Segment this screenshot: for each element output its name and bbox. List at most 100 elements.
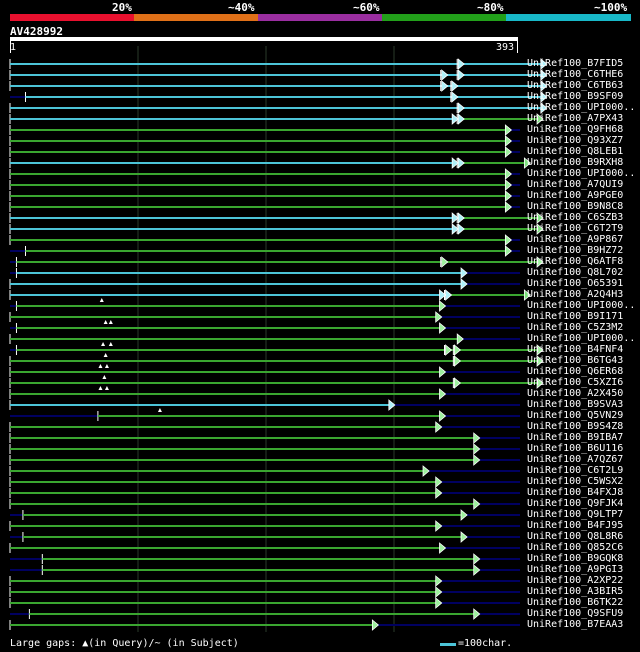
hit-label[interactable]: UniRef100_B9N8C8 [527,201,624,212]
hit-label[interactable]: UniRef100_Q8LEB1 [527,146,624,157]
hit-label[interactable]: UniRef100_A2XP22 [527,575,624,586]
hit-label[interactable]: UniRef100_Q6ATF8 [527,256,624,267]
query-gap-marker [98,364,103,368]
hit-arrowhead [451,113,459,125]
hit-label[interactable]: UniRef100_Q93XZ7 [527,135,624,146]
hit-label[interactable]: UniRef100_B4FXJ8 [527,487,624,498]
query-gap-marker [157,408,162,412]
hit-label[interactable]: UniRef100_Q9LTP7 [527,509,624,520]
band-80 [382,14,506,21]
hit-arrowhead [451,91,459,103]
hit-label[interactable]: UniRef100_B9RXH8 [527,157,624,168]
hit-label[interactable]: UniRef100_C5XZI6 [527,377,624,388]
hit-label[interactable]: UniRef100_UPI000.. [527,168,636,179]
hit-label[interactable]: UniRef100_C6T2T9 [527,223,624,234]
hit-label[interactable]: UniRef100_Q8L702 [527,267,624,278]
hit-label[interactable]: UniRef100_B9SF09 [527,91,624,102]
hit-arrowhead [523,289,531,301]
percent-labels: 20% ~40% ~60% ~80% ~100% [0,0,640,14]
hit-arrowhead [504,190,512,202]
query-end-tick [517,41,518,53]
hit-label[interactable]: UniRef100_B9GQK8 [527,553,624,564]
hit-label[interactable]: UniRef100_C5WSX2 [527,476,624,487]
hit-label[interactable]: UniRef100_Q8L8R6 [527,531,624,542]
hit-label[interactable]: UniRef100_B6TK22 [527,597,624,608]
hit-arrowhead [540,80,548,92]
hit-arrowhead [435,421,443,433]
pct-label-100: ~100% [594,1,628,14]
hit-arrowhead [439,322,447,334]
hit-label[interactable]: UniRef100_A9PGE0 [527,190,624,201]
pct-label-40: ~40% [228,1,255,14]
hit-arrowhead [457,69,465,81]
hit-label[interactable]: UniRef100_B9HZ72 [527,245,624,256]
hit-arrowhead [439,289,447,301]
hit-arrowhead [473,553,481,565]
hit-label[interactable]: UniRef100_B4FNF4 [527,344,624,355]
hit-label[interactable]: UniRef100_A3BIR5 [527,586,624,597]
hit-label[interactable]: UniRef100_C5Z3M2 [527,322,624,333]
hit-label[interactable]: UniRef100_B9I171 [527,311,624,322]
hit-label[interactable]: UniRef100_Q6ER68 [527,366,624,377]
hit-label[interactable]: UniRef100_Q9FJK4 [527,498,624,509]
hit-arrowhead [504,135,512,147]
query-gap-marker [98,386,103,390]
hit-arrowhead [457,157,465,169]
hit-label[interactable]: UniRef100_C6THE6 [527,69,624,80]
hit-label[interactable]: UniRef100_B9IBA7 [527,432,624,443]
query-gap-marker [103,353,108,357]
hit-label[interactable]: UniRef100_A7QZ67 [527,454,624,465]
hit-arrowhead [460,509,468,521]
hit-arrowhead [457,113,465,125]
hit-arrowhead [456,333,464,345]
hit-arrowhead [441,80,449,92]
hit-label[interactable]: UniRef100_B9S4Z8 [527,421,624,432]
hit-arrowhead [536,223,544,235]
hit-label[interactable]: UniRef100_A7PX43 [527,113,624,124]
hit-label[interactable]: UniRef100_UPI000.. [527,333,636,344]
hit-label[interactable]: UniRef100_Q852C6 [527,542,624,553]
hit-label[interactable]: UniRef100_A2Q4H3 [527,289,624,300]
legend-scale-line [440,643,456,646]
query-gap-marker [104,386,109,390]
hit-arrowhead [504,168,512,180]
hit-arrowhead [453,355,461,367]
hit-label[interactable]: UniRef100_A9PGI3 [527,564,624,575]
query-gap-marker [103,320,108,324]
hit-arrowhead [453,377,461,389]
hit-label[interactable]: UniRef100_B6U116 [527,443,624,454]
hit-label[interactable]: UniRef100_A7QUI9 [527,179,624,190]
pct-label-60: ~60% [353,1,380,14]
hit-label[interactable]: UniRef100_UPI000.. [527,102,636,113]
hit-arrowhead [435,586,443,598]
hit-arrowhead [439,542,447,554]
legend-scale: =100char. [458,638,513,649]
hit-label[interactable]: UniRef100_B6TG43 [527,355,624,366]
hit-label[interactable]: UniRef100_C6SZB3 [527,212,624,223]
hit-label[interactable]: UniRef100_B7FID5 [527,58,624,69]
hit-label[interactable]: UniRef100_A9P867 [527,234,624,245]
hit-arrowhead [460,531,468,543]
hit-label[interactable]: UniRef100_Q5VN29 [527,410,624,421]
hit-label[interactable]: UniRef100_B9SVA3 [527,399,624,410]
hit-label[interactable]: UniRef100_B4FJ95 [527,520,624,531]
hit-label[interactable]: UniRef100_Q9SFU9 [527,608,624,619]
hit-arrowhead [473,564,481,576]
hit-arrowhead [540,102,548,114]
hit-arrowhead [439,410,447,422]
hit-arrowhead [536,113,544,125]
hit-label[interactable]: UniRef100_A2X450 [527,388,624,399]
band-40 [134,14,258,21]
hit-label[interactable]: UniRef100_C6TB63 [527,80,624,91]
hit-arrowhead [445,344,453,356]
hit-label[interactable]: UniRef100_O65391 [527,278,624,289]
hit-label[interactable]: UniRef100_C6T2L9 [527,465,624,476]
band-100 [506,14,631,21]
hit-label[interactable]: UniRef100_UPI000.. [527,300,636,311]
hit-label[interactable]: UniRef100_Q9FH68 [527,124,624,135]
query-gap-marker [101,342,106,346]
query-start-label: 1 [10,42,17,53]
hit-label[interactable]: UniRef100_B7EAA3 [527,619,624,630]
band-20 [10,14,134,21]
